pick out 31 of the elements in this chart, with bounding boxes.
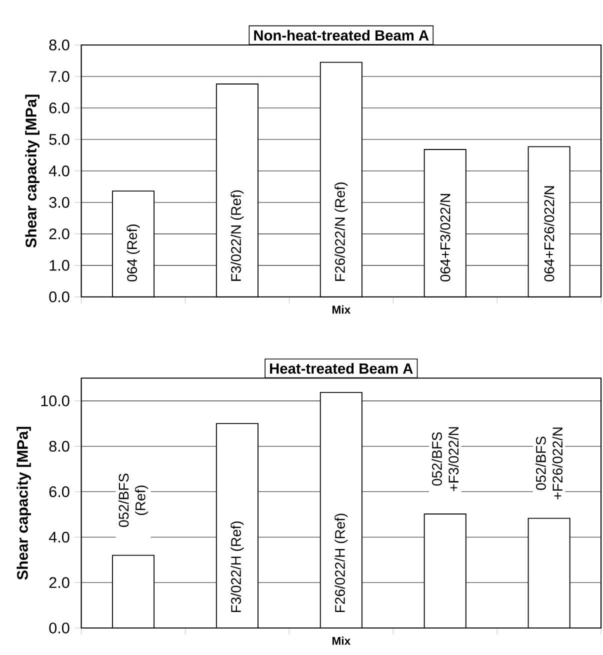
- y-tick-label: 3.0: [49, 196, 70, 208]
- y-tick-label: 4.0: [48, 165, 70, 176]
- y-tick-label: 1.0: [50, 260, 70, 271]
- x-tick-label: 052/BFS (Ref): [118, 474, 148, 527]
- y-tick-label: 8.0: [49, 440, 70, 452]
- y-tick-label: 0.0: [49, 622, 70, 634]
- y-tick-label: 7.0: [49, 71, 70, 82]
- chart-title: Heat-treated Beam A: [270, 362, 413, 374]
- y-tick-label: 2.0: [49, 228, 70, 240]
- x-tick-label: F3/022/N (Ref): [230, 190, 244, 281]
- y-tick-label: 5.0: [49, 134, 70, 145]
- x-axis-title: Mix: [332, 305, 350, 314]
- x-tick-label: 052/BFS +F26/022/N: [536, 428, 563, 500]
- x-tick-label: 064+F3/022/N: [440, 194, 450, 282]
- x-tick-label: F3/022/H (Ref): [230, 522, 244, 612]
- y-tick-label: 2.0: [49, 577, 70, 588]
- y-tick-label: 8.0: [49, 40, 70, 50]
- x-tick-label: F26/022/H (Ref): [334, 514, 348, 612]
- y-tick-label: 0.0: [49, 291, 70, 302]
- y-tick-label: 10.0: [41, 395, 70, 406]
- y-axis-title: Shear capacity [MPa]: [25, 94, 40, 248]
- y-tick-label: 6.0: [49, 486, 70, 498]
- x-tick-label: 064 (Ref): [126, 224, 140, 282]
- y-tick-label: 6.0: [49, 102, 70, 114]
- y-axis-title: Shear capacity [MPa]: [16, 426, 31, 580]
- x-tick-label: F26/022/N (Ref): [334, 182, 348, 281]
- y-tick-label: 4.0: [48, 532, 70, 543]
- x-tick-label: 064+F26/022/N: [544, 186, 554, 282]
- chart-title: Non-heat-treated Beam A: [254, 30, 429, 41]
- x-tick-label: 052/BFS +F3/022/N: [432, 427, 459, 492]
- x-axis-title: Mix: [332, 636, 350, 645]
